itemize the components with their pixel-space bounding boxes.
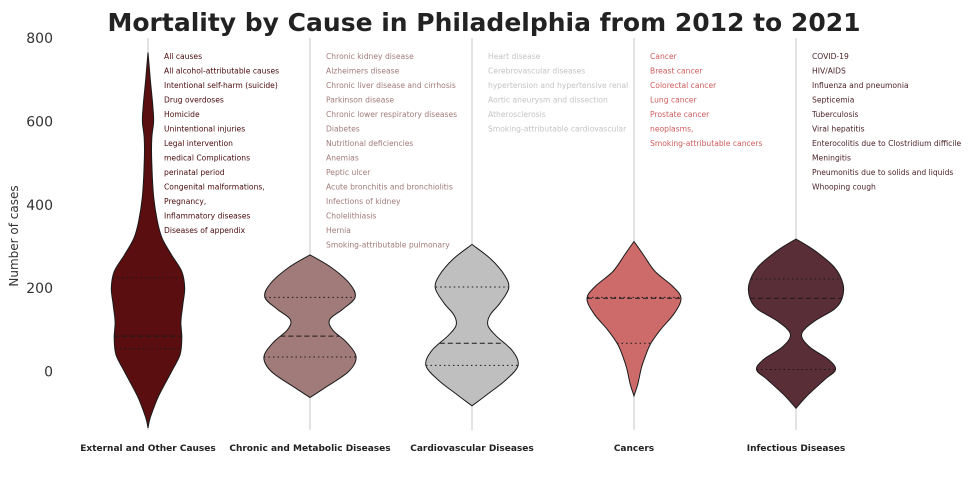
cause-label: medical Complications	[164, 154, 250, 163]
cause-label: Chronic liver disease and cirrhosis	[326, 81, 456, 90]
cause-label: Drug overdoses	[164, 96, 224, 105]
axes: 0 200 400 600 800 External and Other Causes Ch…	[26, 31, 845, 454]
violin-3	[586, 240, 682, 398]
cause-label: Congenital malformations,	[164, 183, 265, 192]
category-label: Cancers	[614, 444, 654, 454]
cause-label: Legal intervention	[164, 139, 233, 148]
cause-label: All causes	[164, 52, 202, 61]
y-tick-label: 0	[44, 365, 53, 381]
cause-label: Chronic kidney disease	[326, 52, 414, 61]
cause-label: Colorectal cancer	[650, 81, 717, 90]
cause-label: Diseases of appendix	[164, 226, 246, 235]
cause-label: Alzheimers disease	[326, 67, 400, 76]
cause-label: Viral hepatitis	[812, 125, 865, 134]
cause-label: hypertension and hypertensive renal	[488, 81, 628, 90]
cause-label: Acute bronchitis and bronchiolitis	[326, 183, 453, 192]
cause-label: HIV/AIDS	[812, 67, 846, 76]
y-axis-label: Number of cases	[7, 185, 21, 286]
cause-label: Smoking-attributable cardiovascular	[488, 125, 627, 134]
category-label: Chronic and Metabolic Diseases	[229, 444, 390, 454]
category-label: Cardiovascular Diseases	[410, 444, 534, 454]
cause-label: Intentional self-harm (suicide)	[164, 81, 278, 90]
cause-label: Enterocolitis due to Clostridium diffici…	[812, 139, 962, 148]
cause-label: Breast cancer	[650, 67, 703, 76]
cause-label: Anemias	[326, 154, 359, 163]
cause-label: Influenza and pneumonia	[812, 81, 909, 90]
y-tick-label: 200	[26, 281, 53, 297]
violin-0	[110, 52, 186, 429]
cause-label: Prostate cancer	[650, 110, 710, 119]
category-label: Infectious Diseases	[747, 444, 846, 454]
cause-label: COVID-19	[812, 52, 849, 61]
cause-annotations: All causes All alcohol-attributable cause…	[164, 52, 962, 250]
cause-label: perinatal period	[164, 168, 225, 177]
cause-label: Aortic aneurysm and dissection	[488, 96, 608, 105]
cause-label: Nutritional deficiencies	[326, 139, 413, 148]
cause-label: Meningitis	[812, 154, 851, 163]
cause-label: Hernia	[326, 226, 351, 235]
cause-label: Whooping cough	[812, 183, 876, 192]
violins	[110, 52, 845, 429]
y-tick-label: 800	[26, 31, 53, 47]
violin-2	[425, 243, 519, 407]
cause-label: Pregnancy,	[164, 197, 206, 206]
cause-label: Smoking-attributable pulmonary	[326, 241, 450, 250]
y-tick-label: 400	[26, 198, 53, 214]
cause-label: Peptic ulcer	[326, 168, 371, 177]
cause-label: Atherosclerosis	[488, 110, 546, 119]
cause-label: Infections of kidney	[326, 197, 401, 206]
cause-label: Inflammatory diseases	[164, 212, 250, 221]
cause-label: neoplasms,	[650, 125, 693, 134]
cause-label: All alcohol-attributable causes	[164, 67, 279, 76]
cause-label: Cancer	[650, 52, 678, 61]
cause-label: Septicemia	[812, 96, 854, 105]
cause-label: Chronic lower respiratory diseases	[326, 110, 457, 119]
cause-label: Lung cancer	[650, 96, 697, 105]
cause-label: Tuberculosis	[811, 110, 859, 119]
violin-1	[263, 254, 357, 399]
cause-label: Pneumonitis due to solids and liquids	[812, 168, 953, 177]
cause-label: Diabetes	[326, 125, 360, 134]
violin-4	[747, 238, 845, 410]
cause-label: Homicide	[164, 110, 200, 119]
cause-label: Parkinson disease	[326, 96, 394, 105]
chart-title: Mortality by Cause in Philadelphia from …	[107, 8, 860, 37]
category-label: External and Other Causes	[80, 444, 216, 454]
cause-label: Smoking-attributable cancers	[650, 139, 762, 148]
y-tick-label: 600	[26, 114, 53, 130]
cause-label: Unintentional injuries	[164, 125, 245, 134]
cause-label: Heart disease	[488, 52, 541, 61]
cause-label: Cholelithiasis	[326, 212, 376, 221]
cause-label: Cerebrovascular diseases	[488, 67, 585, 76]
